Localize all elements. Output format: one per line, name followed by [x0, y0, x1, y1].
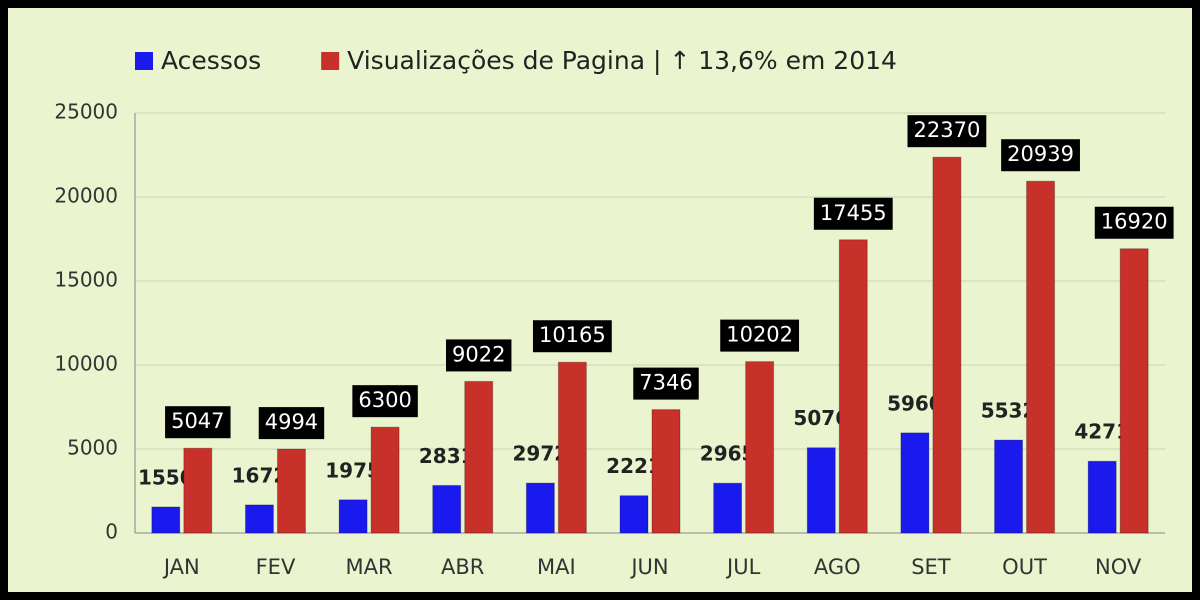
x-tick-label: SET: [911, 555, 951, 579]
bar: [806, 447, 836, 534]
bar: [713, 482, 743, 534]
data-label: 9022: [452, 342, 505, 366]
bar: [276, 448, 306, 534]
bar: [900, 432, 930, 534]
data-label: 22370: [914, 118, 981, 142]
data-label-box: [633, 367, 699, 400]
legend-swatch: [135, 52, 153, 70]
y-tick-label: 10000: [54, 352, 118, 376]
x-tick-label: AGO: [814, 555, 861, 579]
y-tick-label: 0: [105, 520, 118, 544]
data-label-box: [532, 320, 612, 353]
data-label-box: [352, 385, 418, 418]
legend-swatch: [321, 52, 340, 70]
bar: [151, 506, 181, 534]
data-label: 10202: [726, 323, 793, 347]
x-tick-label: FEV: [256, 555, 296, 579]
bar: [619, 495, 649, 534]
bar: [745, 361, 775, 534]
data-label: 16920: [1101, 210, 1168, 234]
bar: [338, 499, 368, 534]
data-label: 5047: [171, 409, 224, 433]
bar: [525, 482, 555, 534]
bar: [838, 239, 868, 534]
bar: [432, 484, 462, 534]
data-label: 6300: [358, 388, 411, 412]
y-tick-label: 15000: [54, 268, 118, 292]
x-tick-label: JUN: [629, 555, 668, 579]
bar: [994, 439, 1024, 534]
bar: [244, 504, 274, 534]
x-tick-label: JAN: [162, 555, 200, 579]
bar: [651, 409, 681, 534]
data-label: 10165: [539, 323, 606, 347]
y-tick-label: 20000: [54, 184, 118, 208]
data-label-box: [1001, 139, 1080, 172]
bar: [1119, 248, 1149, 534]
x-tick-label: MAR: [346, 555, 393, 579]
bar: [183, 447, 213, 534]
bar: [1026, 180, 1056, 534]
bar: [370, 426, 400, 534]
x-tick-label: OUT: [1002, 555, 1047, 579]
data-label-box: [907, 115, 987, 148]
data-label-box: [165, 406, 231, 439]
x-tick-label: ABR: [441, 555, 484, 579]
data-label-box: [446, 339, 512, 372]
x-tick-label: NOV: [1095, 555, 1142, 579]
y-tick-label: 25000: [54, 100, 118, 124]
bar: [557, 361, 587, 534]
data-label-box: [1094, 206, 1174, 239]
data-label-box: [813, 197, 893, 230]
bar: [932, 156, 962, 534]
data-label-box: [258, 407, 325, 440]
legend-label: Visualizações de Pagina | ↑ 13,6% em 201…: [347, 46, 897, 75]
bar: [464, 380, 494, 534]
x-tick-label: MAI: [537, 555, 576, 579]
bar: [1087, 460, 1117, 534]
data-label: 4994: [265, 410, 318, 434]
data-label: 17455: [820, 201, 887, 225]
data-label: 20939: [1007, 142, 1074, 166]
x-tick-label: JUL: [725, 555, 761, 579]
y-tick-label: 5000: [67, 436, 118, 460]
data-label: 7346: [639, 371, 692, 395]
legend-label: Acessos: [161, 46, 261, 75]
data-label-box: [720, 319, 800, 352]
